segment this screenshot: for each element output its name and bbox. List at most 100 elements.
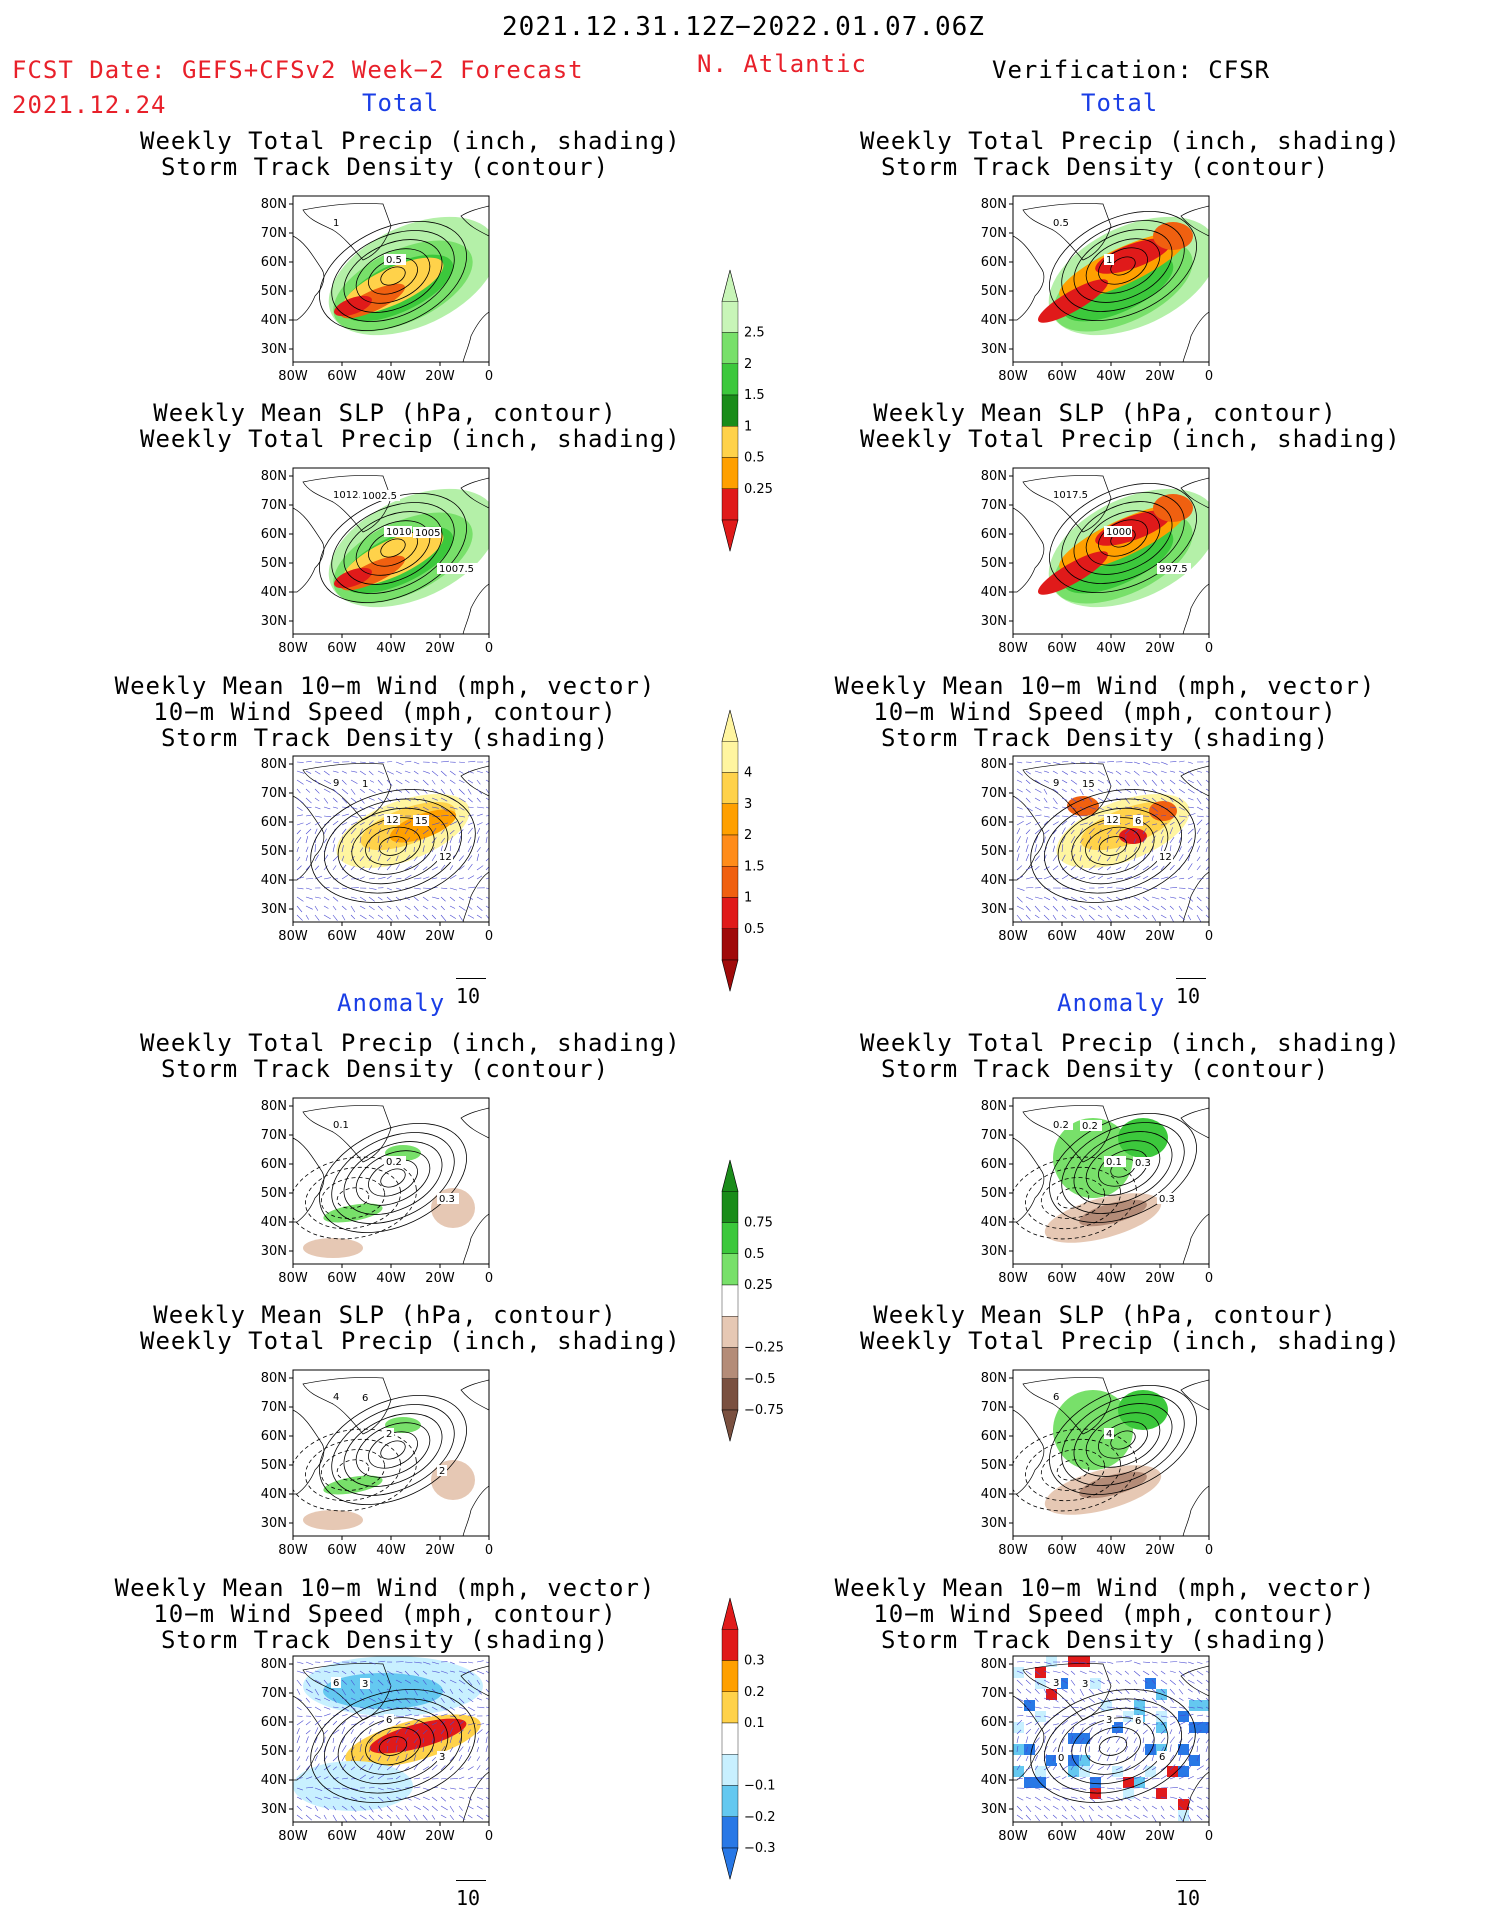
map-cfsr-aw: 3 3 6 3 6 0 80N 70N 60N 50N 40N 30N 80W 60W 40W 20W 0: [981, 1655, 1213, 1844]
colorbar-1-label: 1: [744, 891, 752, 906]
lon-tick-label-cfsr-tw: 60W: [1047, 929, 1077, 944]
colorbar-2-segment: [721, 1253, 739, 1286]
lon-tick-label-fcst-as: 80W: [278, 1543, 308, 1558]
section-total-right: Total: [1081, 89, 1159, 117]
colorbar-1-segment: [721, 866, 739, 898]
lat-tick-label-fcst-tp: 30N: [261, 342, 287, 357]
lon-tick-label-fcst-aw: 0: [485, 1829, 493, 1844]
lat-tick-label-fcst-tw: 30N: [261, 902, 287, 917]
lon-tick-label-fcst-as: 40W: [376, 1543, 406, 1558]
lon-tick-label-fcst-ts: 80W: [278, 641, 308, 656]
lat-tick-label-cfsr-tw: 80N: [981, 757, 1007, 772]
colorbar-2-segment: [721, 1284, 739, 1317]
lat-tick-label-cfsr-aw: 30N: [981, 1802, 1007, 1817]
lat-tick-label-fcst-as: 60N: [261, 1429, 287, 1444]
title-fcst-anom-wind: Weekly Mean 10−m Wind (mph, vector) 10−m…: [114, 1574, 656, 1654]
lon-tick-label-cfsr-tp: 20W: [1145, 369, 1175, 384]
lat-tick-label-fcst-as: 80N: [261, 1371, 287, 1386]
lat-tick-label-cfsr-aw: 40N: [981, 1773, 1007, 1788]
lon-tick-label-cfsr-aw: 40W: [1096, 1829, 1126, 1844]
colorbar-3-segment: [721, 1660, 739, 1692]
lat-tick-label-fcst-tp: 50N: [261, 284, 287, 299]
lon-tick-label-cfsr-aw: 20W: [1145, 1829, 1175, 1844]
title-fcst-total-wind: Weekly Mean 10−m Wind (mph, vector) 10−m…: [114, 672, 656, 752]
lon-tick-label-cfsr-tp: 40W: [1096, 369, 1126, 384]
colorbar-3-label: −0.3: [744, 1841, 776, 1856]
lat-tick-label-cfsr-tw: 60N: [981, 815, 1007, 830]
lon-tick-label-fcst-tp: 20W: [425, 369, 455, 384]
lon-tick-label-cfsr-tw: 0: [1205, 929, 1213, 944]
lat-tick-label-fcst-as: 40N: [261, 1487, 287, 1502]
contour-label-cfsr-tp-0: 0.5: [1053, 218, 1069, 229]
lon-tick-label-cfsr-tw: 40W: [1096, 929, 1126, 944]
lon-tick-label-cfsr-ap: 40W: [1096, 1271, 1126, 1286]
lat-tick-label-fcst-ts: 40N: [261, 585, 287, 600]
colorbar-0-segment: [721, 332, 739, 364]
lon-tick-label-cfsr-ts: 0: [1205, 641, 1213, 656]
colorbar-3-segment: [721, 1722, 739, 1755]
contour-label-fcst-as-3: 6: [362, 1393, 368, 1404]
map-cfsr-tp: 0.5 1 80N 70N 60N 50N 40N 30N 80W 60W 40W 20W 0: [981, 195, 1213, 384]
contour-label-fcst-as-1: 2: [386, 1429, 392, 1440]
fcst-date-label: FCST Date: GEFS+CFSv2 Week−2 Forecast: [12, 56, 584, 84]
colorbar-2-label: −0.75: [744, 1403, 784, 1418]
lon-tick-label-cfsr-ts: 80W: [998, 641, 1028, 656]
lon-tick-label-cfsr-tp: 80W: [998, 369, 1028, 384]
contour-label-cfsr-aw-3: 3: [1082, 1679, 1088, 1690]
lat-tick-label-cfsr-aw: 70N: [981, 1686, 1007, 1701]
lon-tick-label-fcst-aw: 80W: [278, 1829, 308, 1844]
lat-tick-label-cfsr-ts: 60N: [981, 527, 1007, 542]
lat-tick-label-fcst-as: 30N: [261, 1516, 287, 1531]
lat-tick-label-fcst-tp: 80N: [261, 197, 287, 212]
contour-label-cfsr-tw-1: 12: [1106, 815, 1119, 826]
lon-tick-label-fcst-as: 60W: [327, 1543, 357, 1558]
colorbar-0-segment: [721, 426, 739, 458]
colorbar-3: 0.3 0.2 0.1 −0.1 −0.2 −0.3: [721, 1597, 776, 1880]
lon-tick-label-fcst-ts: 60W: [327, 641, 357, 656]
colorbar-0-label: 0.25: [744, 482, 773, 497]
lon-tick-label-fcst-tp: 0: [485, 369, 493, 384]
colorbar-2-segment: [721, 1347, 739, 1379]
contour-label-cfsr-ts-1: 1000: [1106, 527, 1131, 538]
lat-tick-label-cfsr-aw: 50N: [981, 1744, 1007, 1759]
lat-tick-label-fcst-ts: 80N: [261, 469, 287, 484]
lat-tick-label-cfsr-as: 40N: [981, 1487, 1007, 1502]
lat-tick-label-cfsr-ts: 70N: [981, 498, 1007, 513]
lat-tick-label-fcst-tw: 60N: [261, 815, 287, 830]
region-label: N. Atlantic: [697, 50, 867, 78]
lat-tick-label-fcst-aw: 60N: [261, 1715, 287, 1730]
colorbar-3-segment: [721, 1691, 739, 1724]
title-fcst-anom-slp: Weekly Mean SLP (hPa, contour) Weekly To…: [140, 1301, 681, 1355]
colorbar-1: 4 3 2 1.5 1 0.5: [721, 709, 765, 992]
lat-tick-label-fcst-ap: 30N: [261, 1244, 287, 1259]
lat-tick-label-fcst-aw: 80N: [261, 1657, 287, 1672]
map-fcst-as: 4 2 2 6 80N 70N 60N 50N 40N 30N 80W 60W 40W 20W 0: [261, 1369, 493, 1558]
colorbar-1-label: 3: [744, 797, 752, 812]
lat-tick-label-fcst-ap: 50N: [261, 1186, 287, 1201]
contour-label-fcst-tw-3: 1: [362, 779, 368, 790]
section-anomaly-right: Anomaly: [1057, 989, 1166, 1017]
colorbar-2-segment: [721, 1378, 739, 1411]
colorbar-2-label: −0.25: [744, 1341, 784, 1356]
contour-label-cfsr-ts-0: 1017.5: [1053, 490, 1088, 501]
vector-ref-fcst-anom: 10: [456, 1880, 486, 1908]
lon-tick-label-fcst-ap: 60W: [327, 1271, 357, 1286]
lat-tick-label-fcst-tw: 50N: [261, 844, 287, 859]
lat-tick-label-cfsr-ap: 60N: [981, 1157, 1007, 1172]
contour-label-fcst-ts-3: 1002.5: [362, 491, 397, 502]
colorbar-1-segment: [721, 772, 739, 804]
lon-tick-label-cfsr-tp: 60W: [1047, 369, 1077, 384]
colorbar-0-segment: [721, 301, 739, 333]
colorbar-0-segment: [721, 363, 739, 396]
lat-tick-label-cfsr-as: 80N: [981, 1371, 1007, 1386]
contour-label-fcst-ts-2: 1007.5: [439, 564, 474, 575]
contour-label-fcst-ap-2: 0.3: [439, 1194, 455, 1205]
contour-label-fcst-tw-4: 15: [415, 816, 428, 827]
lon-tick-label-cfsr-as: 0: [1205, 1543, 1213, 1558]
lat-tick-label-fcst-tw: 80N: [261, 757, 287, 772]
colorbar-0-segment: [721, 488, 739, 521]
colorbar-1-label: 0.5: [744, 922, 765, 937]
lat-tick-label-fcst-ap: 70N: [261, 1128, 287, 1143]
contour-label-cfsr-tp-1: 1: [1106, 255, 1112, 266]
